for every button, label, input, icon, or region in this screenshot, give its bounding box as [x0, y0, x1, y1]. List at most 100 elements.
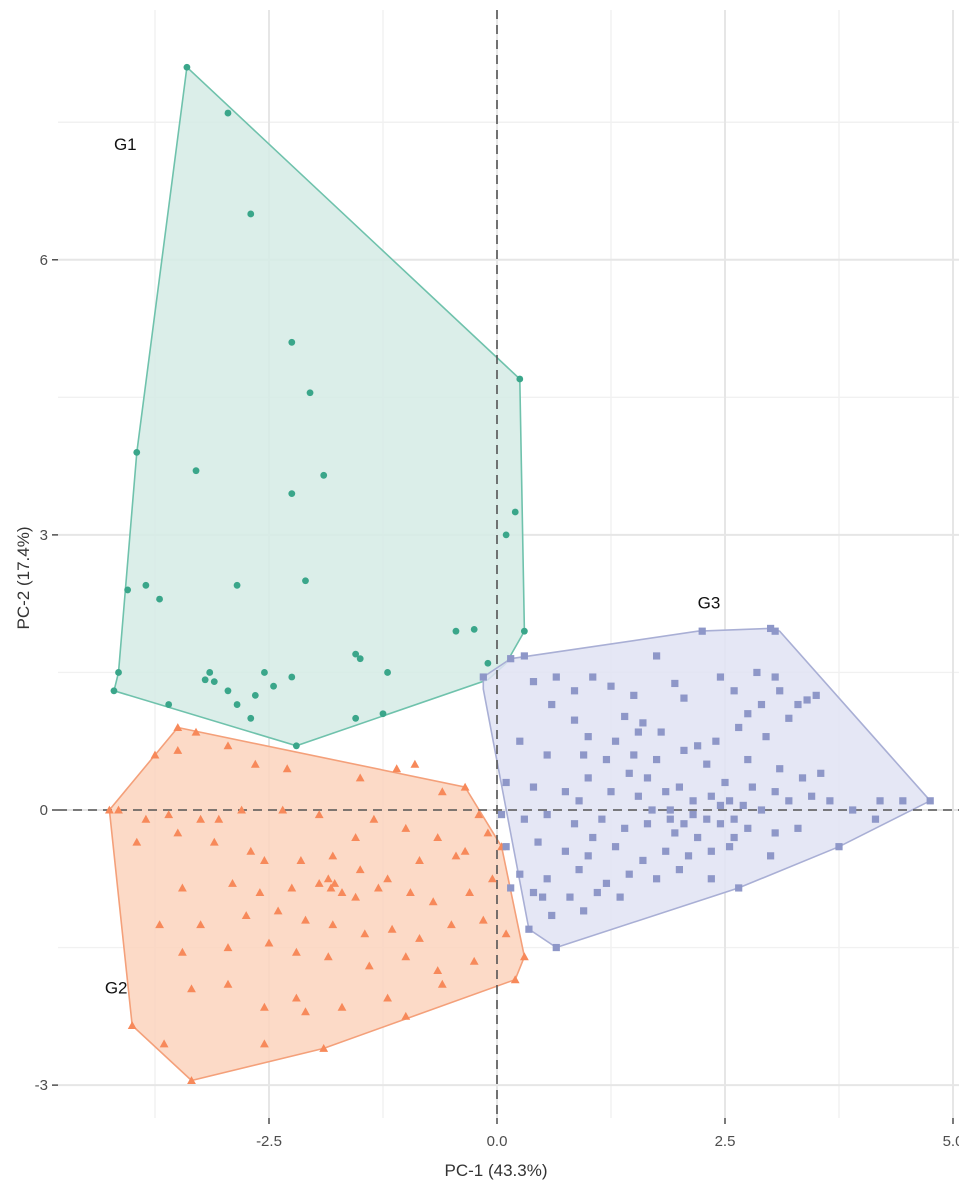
point-g3	[497, 810, 506, 819]
point-g2	[428, 897, 438, 906]
point-g3	[785, 797, 793, 805]
point-g2	[250, 759, 260, 768]
point-g2	[292, 993, 301, 1002]
point-g3	[607, 788, 615, 796]
point-g2	[401, 823, 411, 832]
point-g1	[247, 714, 255, 722]
point-g3	[502, 778, 510, 787]
data-points	[105, 63, 934, 1084]
point-g2	[328, 920, 338, 929]
point-g3	[507, 655, 515, 663]
point-g3	[735, 884, 743, 892]
point-g1	[142, 581, 150, 589]
point-g3	[694, 742, 702, 750]
y-axis-ticks: -3 0 3 6	[35, 252, 58, 1094]
point-g3	[680, 820, 688, 828]
point-g1	[124, 586, 132, 594]
point-g1	[452, 627, 460, 635]
point-g3	[794, 824, 802, 832]
point-g1	[233, 701, 241, 708]
point-g2	[260, 1039, 269, 1048]
point-g1	[133, 448, 141, 456]
point-g3	[593, 888, 601, 897]
y-tick-label: 3	[40, 527, 48, 544]
point-g2	[237, 805, 246, 814]
point-g2	[114, 805, 123, 814]
point-g2	[460, 846, 470, 855]
point-g3	[735, 723, 743, 732]
point-g3	[871, 815, 880, 823]
point-g3	[703, 760, 711, 768]
point-g2	[173, 746, 183, 754]
point-g2	[447, 920, 456, 929]
point-g3	[757, 806, 766, 814]
point-g3	[602, 879, 611, 887]
cluster-label-g2: G2	[105, 978, 128, 997]
point-g3	[598, 815, 606, 823]
point-g2	[178, 883, 187, 892]
point-g3	[744, 824, 752, 832]
cluster-hulls	[108, 65, 932, 1082]
point-g2	[401, 1011, 411, 1020]
point-g2	[164, 810, 174, 819]
point-g2	[337, 1002, 347, 1011]
point-g1	[224, 109, 232, 117]
point-g2	[433, 966, 443, 974]
point-g3	[684, 852, 693, 860]
point-g1	[270, 682, 277, 690]
x-tick-label: 0.0	[487, 1133, 508, 1150]
point-g3	[548, 911, 556, 920]
point-g3	[580, 907, 588, 915]
point-g3	[507, 884, 515, 892]
point-g2	[383, 993, 392, 1002]
point-g2	[173, 828, 183, 837]
point-g2	[351, 833, 360, 841]
point-g2	[127, 1021, 137, 1029]
point-g3	[730, 815, 738, 823]
point-g3	[689, 810, 697, 819]
point-g3	[653, 652, 661, 660]
point-g1	[384, 669, 391, 676]
point-g1	[192, 467, 200, 475]
point-g3	[926, 797, 934, 805]
point-g2	[383, 874, 392, 883]
hull-g1	[113, 65, 526, 747]
point-g2	[132, 837, 142, 846]
point-g2	[437, 787, 447, 796]
point-g2	[323, 952, 333, 961]
point-g3	[671, 829, 679, 837]
point-g1	[292, 742, 300, 750]
point-g2	[155, 920, 164, 929]
point-g2	[314, 810, 324, 819]
point-g3	[849, 806, 857, 814]
point-g3	[826, 797, 834, 805]
point-g2	[392, 764, 402, 773]
point-g2	[323, 874, 333, 883]
point-g3	[666, 815, 674, 823]
point-g3	[643, 774, 652, 782]
point-g2	[351, 892, 360, 901]
point-g3	[744, 710, 752, 718]
point-g3	[634, 728, 642, 736]
point-g3	[803, 696, 811, 704]
point-g2	[360, 929, 370, 938]
point-g2	[187, 1076, 196, 1084]
point-g2	[255, 888, 265, 896]
point-g3	[543, 751, 551, 759]
point-g2	[260, 856, 269, 864]
point-g1	[165, 701, 173, 708]
point-g2	[282, 764, 292, 773]
point-g2	[228, 879, 237, 887]
point-g2	[223, 943, 233, 952]
x-tick-label: 5.0	[943, 1133, 959, 1150]
point-g2	[415, 934, 424, 942]
point-g2	[387, 924, 397, 933]
point-g2	[105, 805, 114, 814]
point-g1	[379, 710, 387, 718]
point-g2	[460, 782, 470, 791]
point-g3	[516, 870, 524, 878]
point-g2	[369, 814, 379, 823]
point-g3	[680, 694, 688, 702]
point-g1	[302, 577, 309, 585]
cluster-label-g1: G1	[114, 135, 137, 154]
